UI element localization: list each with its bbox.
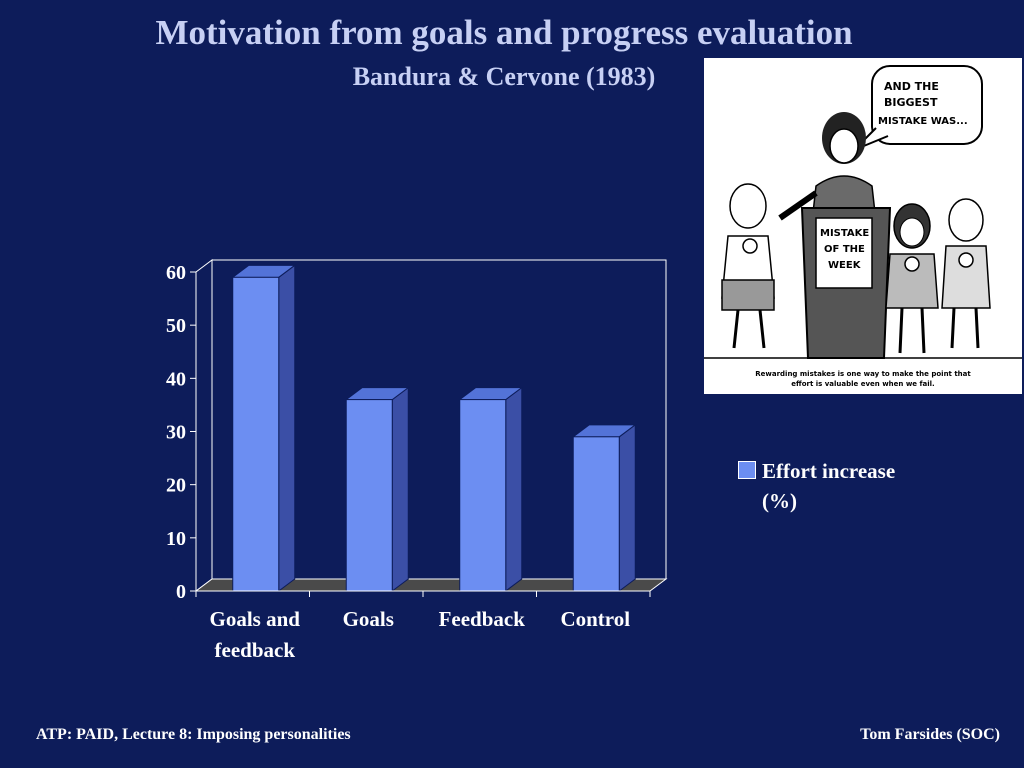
bar — [345, 399, 393, 592]
legend-swatch — [738, 461, 756, 479]
podium-line-3: WEEK — [828, 260, 862, 271]
podium-line-1: MISTAKE — [820, 228, 869, 239]
child-3 — [948, 198, 984, 242]
podium-line-2: OF THE — [824, 244, 865, 255]
bar-side — [618, 423, 636, 592]
chart-legend: Effort increase (%) — [738, 456, 938, 516]
bar-side — [391, 386, 409, 592]
y-tick-label: 40 — [166, 368, 186, 390]
slide-title: Motivation from goals and progress evalu… — [155, 13, 853, 52]
y-tick-label: 0 — [176, 581, 186, 603]
speech-line-2: BIGGEST — [884, 96, 938, 109]
x-category-label: Goals — [343, 607, 394, 631]
bar — [232, 276, 280, 592]
x-category-label: Goals and — [210, 607, 301, 631]
x-category-label: Control — [560, 607, 630, 631]
y-tick-label: 60 — [166, 262, 186, 284]
bar — [572, 436, 620, 592]
footer-author: Tom Farsides (SOC) — [860, 726, 1000, 743]
speech-line-3: MISTAKE WAS... — [878, 116, 968, 127]
speech-bubble — [871, 65, 983, 145]
chart-side-wall — [195, 259, 213, 592]
cartoon-caption-1: Rewarding mistakes is one way to make th… — [755, 370, 971, 378]
footer-lecture: ATP: PAID, Lecture 8: Imposing personali… — [36, 726, 351, 743]
bar-side — [278, 264, 296, 592]
y-tick-label: 30 — [166, 422, 186, 444]
y-tick-label: 10 — [166, 528, 186, 550]
speech-line-1: AND THE — [884, 80, 939, 93]
child-1 — [729, 183, 767, 229]
x-category-label: Feedback — [439, 607, 526, 631]
slide-subtitle: Bandura & Cervone (1983) — [352, 62, 656, 91]
bar-side — [505, 386, 523, 592]
legend-label: Effort increase (%) — [762, 459, 896, 513]
bar — [459, 399, 507, 592]
cartoon-image: AND THE BIGGEST MISTAKE WAS... MISTAKE O… — [704, 58, 1022, 394]
y-tick-label: 50 — [166, 315, 186, 337]
cartoon-caption-2: effort is valuable even when we fail. — [791, 380, 934, 388]
x-category-label: feedback — [215, 638, 296, 662]
y-tick-label: 20 — [166, 475, 186, 497]
